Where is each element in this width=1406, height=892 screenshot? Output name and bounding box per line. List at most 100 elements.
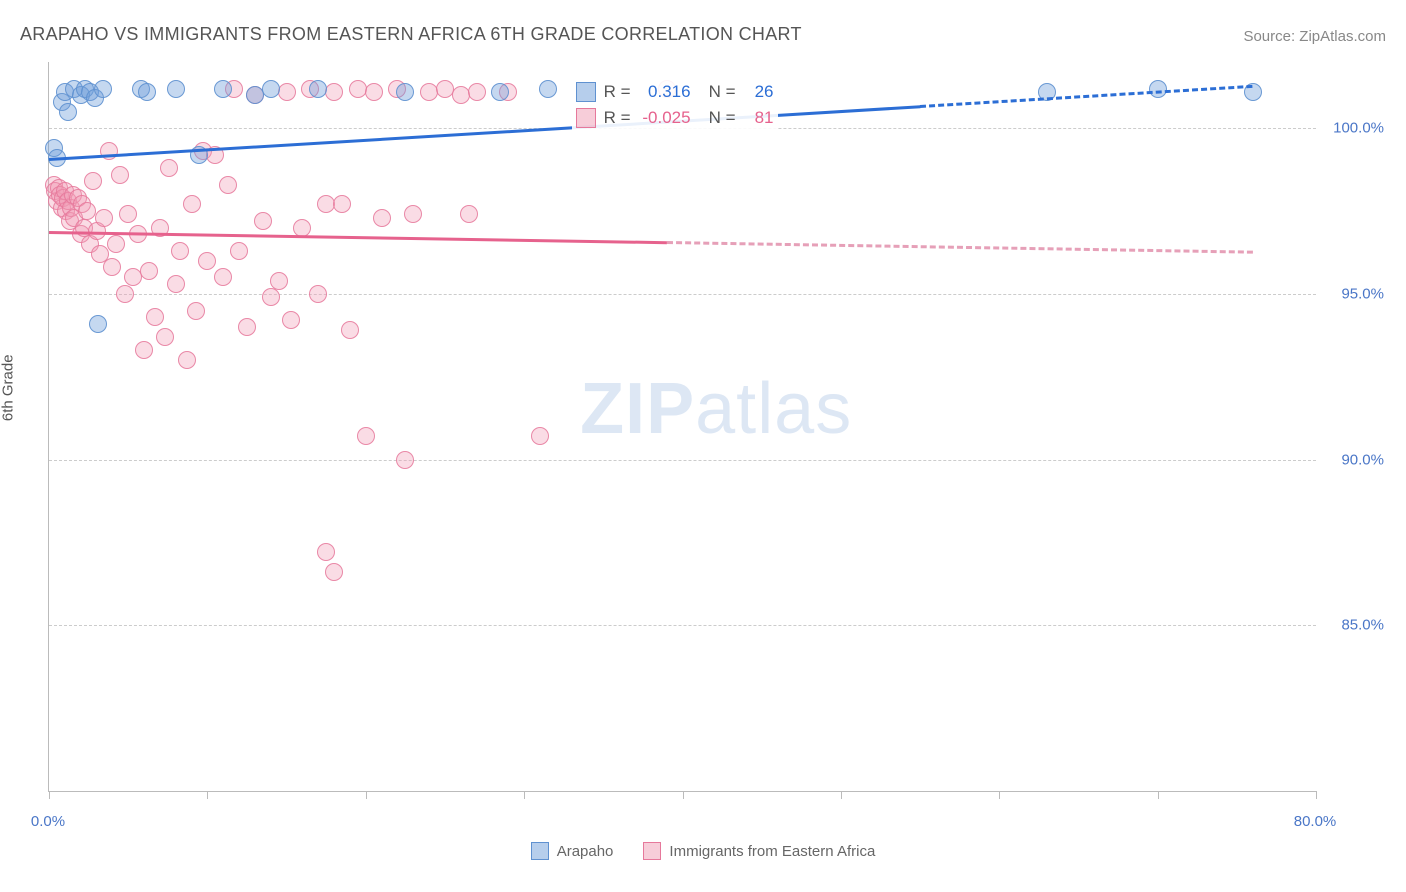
data-point-pink [325, 563, 343, 581]
data-point-pink [178, 351, 196, 369]
data-point-pink [373, 209, 391, 227]
data-point-pink [317, 543, 335, 561]
data-point-blue [89, 315, 107, 333]
x-tick-label: 0.0% [31, 813, 65, 830]
data-point-blue [138, 83, 156, 101]
data-point-blue [539, 80, 557, 98]
legend-item-immigrants: Immigrants from Eastern Africa [643, 842, 875, 860]
x-tick [1316, 791, 1317, 799]
data-point-pink [119, 205, 137, 223]
data-point-pink [293, 219, 311, 237]
data-point-blue [1149, 80, 1167, 98]
data-point-pink [341, 321, 359, 339]
r-value: -0.025 [639, 108, 691, 128]
data-point-blue [59, 103, 77, 121]
y-tick-label: 90.0% [1341, 451, 1384, 468]
data-point-pink [404, 205, 422, 223]
data-point-pink [262, 288, 280, 306]
data-point-pink [219, 176, 237, 194]
data-point-blue [167, 80, 185, 98]
data-point-pink [325, 83, 343, 101]
gridline [49, 625, 1316, 626]
correlation-stats-box: R =0.316 N =26R =-0.025 N =81 [572, 75, 778, 135]
n-value: 26 [744, 82, 774, 102]
legend: Arapaho Immigrants from Eastern Africa [0, 842, 1406, 860]
data-point-pink [214, 268, 232, 286]
data-point-pink [357, 427, 375, 445]
x-tick [999, 791, 1000, 799]
data-point-blue [262, 80, 280, 98]
data-point-pink [156, 328, 174, 346]
y-tick-label: 85.0% [1341, 617, 1384, 634]
data-point-pink [103, 258, 121, 276]
data-point-pink [107, 235, 125, 253]
data-point-pink [183, 195, 201, 213]
data-point-blue [491, 83, 509, 101]
r-label: R = [604, 82, 631, 102]
trend-line-blue [49, 105, 920, 161]
data-point-blue [309, 80, 327, 98]
data-point-pink [282, 311, 300, 329]
y-tick-label: 100.0% [1333, 120, 1384, 137]
n-label: N = [709, 82, 736, 102]
stats-swatch-pink [576, 108, 596, 128]
y-tick-label: 95.0% [1341, 285, 1384, 302]
data-point-pink [116, 285, 134, 303]
trend-line-pink [667, 241, 1253, 254]
x-tick [524, 791, 525, 799]
x-tick [207, 791, 208, 799]
data-point-pink [78, 202, 96, 220]
data-point-blue [94, 80, 112, 98]
gridline [49, 294, 1316, 295]
data-point-pink [365, 83, 383, 101]
data-point-pink [160, 159, 178, 177]
stats-swatch-blue [576, 82, 596, 102]
data-point-pink [198, 252, 216, 270]
source-label: Source: ZipAtlas.com [1243, 28, 1386, 45]
data-point-pink [146, 308, 164, 326]
data-point-blue [396, 83, 414, 101]
data-point-blue [214, 80, 232, 98]
data-point-pink [333, 195, 351, 213]
data-point-pink [187, 302, 205, 320]
x-tick [841, 791, 842, 799]
r-value: 0.316 [639, 82, 691, 102]
data-point-pink [270, 272, 288, 290]
legend-label-pink: Immigrants from Eastern Africa [669, 843, 875, 860]
y-axis-title: 6th Grade [0, 354, 17, 421]
legend-swatch-blue [531, 842, 549, 860]
stats-row-blue: R = 0.316 N = 26 [576, 79, 774, 105]
x-tick [366, 791, 367, 799]
data-point-pink [309, 285, 327, 303]
r-label: R = [604, 108, 631, 128]
data-point-pink [100, 142, 118, 160]
x-tick-label: 80.0% [1294, 813, 1337, 830]
data-point-pink [84, 172, 102, 190]
data-point-pink [167, 275, 185, 293]
data-point-pink [238, 318, 256, 336]
data-point-pink [140, 262, 158, 280]
x-tick [683, 791, 684, 799]
data-point-pink [135, 341, 153, 359]
n-label: N = [709, 108, 736, 128]
data-point-pink [531, 427, 549, 445]
data-point-pink [278, 83, 296, 101]
legend-swatch-pink [643, 842, 661, 860]
data-point-pink [171, 242, 189, 260]
data-point-pink [468, 83, 486, 101]
stats-row-pink: R =-0.025 N =81 [576, 105, 774, 131]
legend-item-arapaho: Arapaho [531, 842, 614, 860]
x-tick [49, 791, 50, 799]
legend-label-blue: Arapaho [557, 843, 614, 860]
data-point-pink [460, 205, 478, 223]
chart-plot-area: 85.0%90.0%95.0%100.0%R =0.316 N =26R =-0… [48, 62, 1316, 792]
data-point-pink [111, 166, 129, 184]
data-point-pink [396, 451, 414, 469]
chart-title: ARAPAHO VS IMMIGRANTS FROM EASTERN AFRIC… [20, 24, 802, 45]
trend-line-blue [920, 85, 1253, 108]
data-point-pink [254, 212, 272, 230]
data-point-pink [230, 242, 248, 260]
x-tick [1158, 791, 1159, 799]
data-point-pink [95, 209, 113, 227]
gridline [49, 460, 1316, 461]
